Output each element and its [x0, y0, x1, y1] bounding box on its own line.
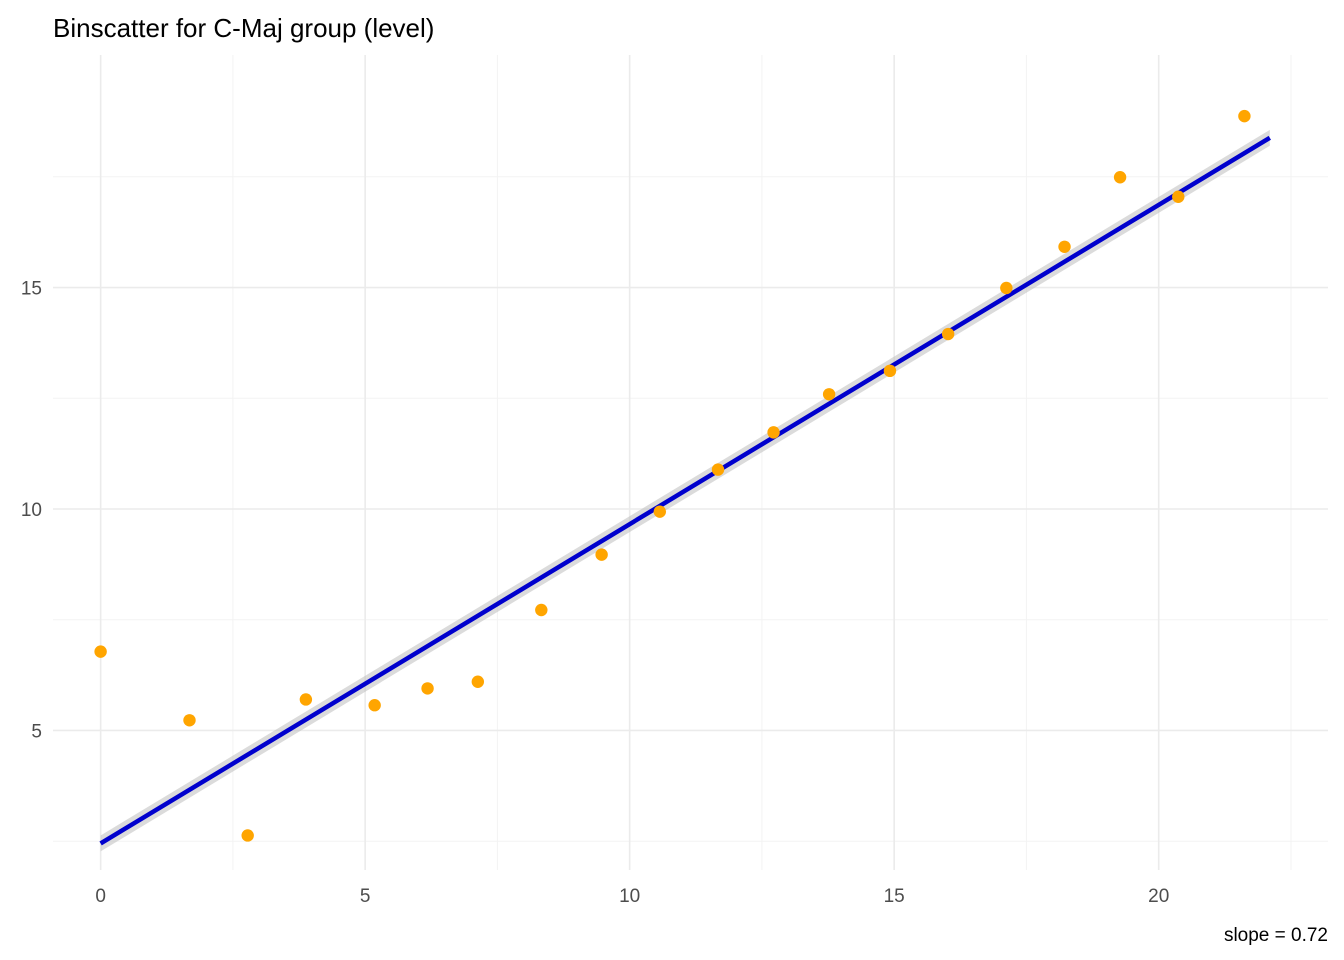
- y-tick-label: 10: [21, 500, 42, 521]
- y-axis-tick-labels: 5 10 15: [21, 279, 42, 743]
- x-axis-tick-labels: 0 5 10 15 20: [95, 886, 1169, 907]
- x-tick-label: 20: [1148, 886, 1169, 907]
- data-points: [94, 109, 1251, 842]
- data-point: [883, 364, 897, 378]
- x-tick-label: 10: [619, 886, 640, 907]
- data-point: [299, 693, 313, 706]
- data-point: [941, 327, 955, 341]
- data-point: [183, 714, 196, 727]
- x-tick-label: 15: [884, 886, 905, 907]
- minor-gridlines: [53, 55, 1328, 870]
- data-point: [535, 603, 548, 617]
- y-tick-label: 5: [31, 721, 42, 742]
- data-point: [368, 699, 381, 712]
- data-point: [711, 463, 725, 476]
- slope-caption: slope = 0.72: [1224, 925, 1328, 946]
- data-point: [1000, 281, 1013, 295]
- data-point: [241, 829, 254, 842]
- data-point: [471, 675, 485, 688]
- fit-line: [99, 135, 1271, 846]
- chart-title: Binscatter for C-Maj group (level): [53, 13, 434, 43]
- data-point: [653, 505, 667, 518]
- data-point: [1238, 109, 1251, 123]
- data-point: [595, 548, 608, 561]
- major-gridlines: [53, 55, 1328, 870]
- y-tick-label: 15: [21, 279, 42, 300]
- data-point: [421, 682, 434, 695]
- data-point: [1172, 190, 1185, 203]
- data-point: [822, 388, 836, 401]
- data-point: [1113, 171, 1127, 184]
- data-point: [94, 645, 107, 658]
- data-point: [767, 426, 780, 439]
- fit-line-segment: [99, 135, 1271, 846]
- data-point: [1058, 240, 1071, 253]
- x-tick-label: 0: [95, 886, 106, 907]
- x-tick-label: 5: [360, 886, 371, 907]
